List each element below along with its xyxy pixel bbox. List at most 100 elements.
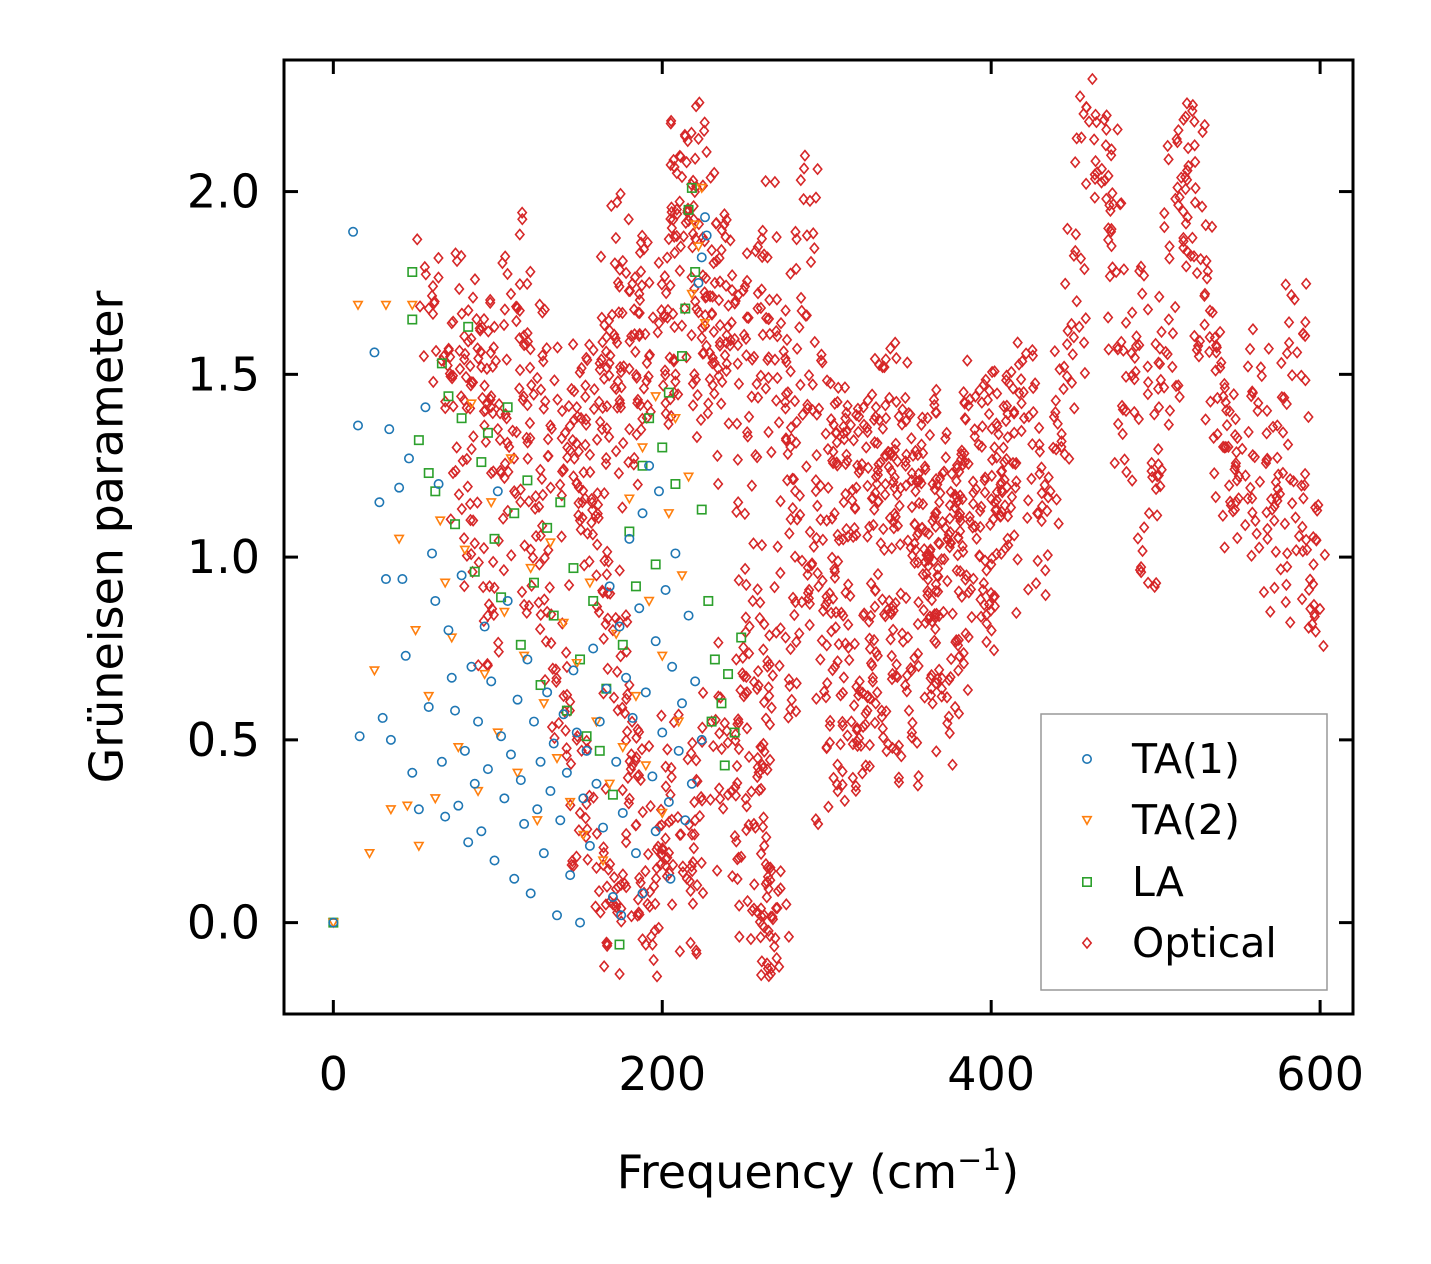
optical-cloud-96-4 [741,722,753,735]
optical-point-100 [796,554,808,568]
la-point-20 [528,577,539,588]
optical-cloud-19-4 [656,278,668,291]
optical-cloud-134-2 [535,608,547,622]
optical-cloud-91-0 [781,898,792,911]
optical-cloud-70-3 [1146,464,1157,478]
optical-point-81 [1252,404,1263,418]
optical-cloud-65-0 [1090,108,1101,122]
optical-cloud-65-6 [1089,168,1101,181]
optical-cloud-16-8 [632,478,643,491]
ta1-point-35 [482,764,493,775]
optical-cloud-142-4 [614,564,625,577]
optical-cloud-55-11 [974,550,985,563]
ta1-point-93 [673,745,684,756]
optical-cloud-145-4 [620,827,632,841]
optical-cloud-86-5 [1303,621,1314,634]
ta1-point-83 [640,687,651,698]
optical-cloud-142-0 [601,568,613,581]
optical-cloud-31-9 [751,377,762,391]
ta2-point-13 [434,516,446,527]
optical-cloud-86-8 [1293,529,1305,543]
optical-cloud-128-0 [694,809,706,823]
optical-cloud-59-2 [1027,343,1038,357]
optical-cloud-16-1 [618,360,629,373]
optical-cloud-76-12 [1202,264,1214,278]
optical-cloud-61-9 [1036,461,1047,474]
optical-cloud-138-3 [464,497,476,511]
optical-cloud-35-0 [780,433,792,447]
la-point-32 [607,789,618,800]
optical-cloud-5-9 [502,267,513,281]
optical-cloud-95-8 [715,691,726,704]
ta1-point-34 [479,621,490,632]
optical-cloud-116-7 [886,464,897,478]
optical-cloud-120-3 [968,572,979,586]
optical-cloud-54-8 [964,392,976,406]
optical-cloud-79-0 [1230,412,1241,426]
optical-cloud-35-2 [772,540,783,553]
optical-cloud-114-3 [954,510,966,524]
optical-point-8 [545,419,556,432]
ta2-point-33 [564,797,576,808]
optical-cloud-80-11 [1253,541,1265,554]
optical-cloud-124-4 [651,843,662,856]
optical-cloud-129-2 [565,757,577,771]
optical-cloud-134-6 [516,585,528,599]
optical-cloud-66-2 [1103,169,1114,183]
optical-cloud-72-3 [1153,290,1165,304]
optical-cloud-31-2 [751,450,763,464]
optical-cloud-4-3 [474,322,486,335]
ta2-point-31 [551,753,563,764]
optical-cloud-29-6 [714,251,725,265]
optical-cloud-135-4 [502,436,513,450]
optical-cloud-142-3 [602,612,614,625]
optical-cloud-85-5 [1300,315,1311,329]
optical-cloud-29-7 [726,283,738,297]
optical-cloud-36-12 [795,378,806,392]
optical-cloud-44-2 [878,522,889,536]
optical-cloud-62-7 [1056,440,1067,454]
optical-cloud-114-2 [951,490,962,504]
ta1-point-28 [459,745,470,756]
optical-cloud-88-2 [743,750,755,764]
optical-cloud-119-1 [954,564,966,578]
optical-cloud-28-9 [705,171,716,184]
optical-cloud-139-3 [445,370,456,383]
optical-cloud-66-7 [1107,261,1118,274]
optical-cloud-17-8 [638,242,650,256]
optical-cloud-136-3 [488,465,499,478]
optical-cloud-140-3 [575,523,587,536]
optical-cloud-132-11 [553,716,565,730]
optical-cloud-54-0 [976,440,988,453]
optical-cloud-61-0 [1039,478,1050,492]
optical-cloud-9-3 [556,404,568,418]
la-point-51 [716,698,727,709]
optical-cloud-70-13 [1146,456,1157,470]
optical-cloud-142-1 [602,662,613,676]
optical-cloud-101-4 [817,533,829,547]
optical-cloud-134-5 [523,495,535,508]
optical-cloud-2-10 [464,359,476,373]
optical-cloud-29-11 [714,336,726,349]
optical-cloud-19-11 [647,311,659,324]
ta1-point-49 [528,716,539,727]
la-point-50 [709,654,720,665]
optical-cloud-142-6 [597,584,608,597]
ta2-point-46 [650,392,662,403]
optical-cloud-36-8 [794,321,805,334]
optical-cloud-113-3 [953,633,964,647]
optical-cloud-7-3 [541,341,552,355]
optical-cloud-140-0 [584,465,596,479]
x-tick-label-0: 0 [319,1047,348,1101]
optical-cloud-67-0 [1106,222,1117,236]
optical-cloud-16-5 [630,345,641,359]
optical-point-85 [1291,346,1303,359]
ta2-point-49 [669,414,681,425]
optical-cloud-63-3 [1070,244,1081,258]
optical-cloud-30-0 [740,332,752,346]
optical-cloud-107-10 [857,686,868,700]
optical-cloud-96-9 [741,578,752,592]
optical-cloud-114-5 [956,590,968,603]
optical-cloud-136-5 [503,440,515,454]
optical-cloud-69-5 [1130,365,1141,379]
